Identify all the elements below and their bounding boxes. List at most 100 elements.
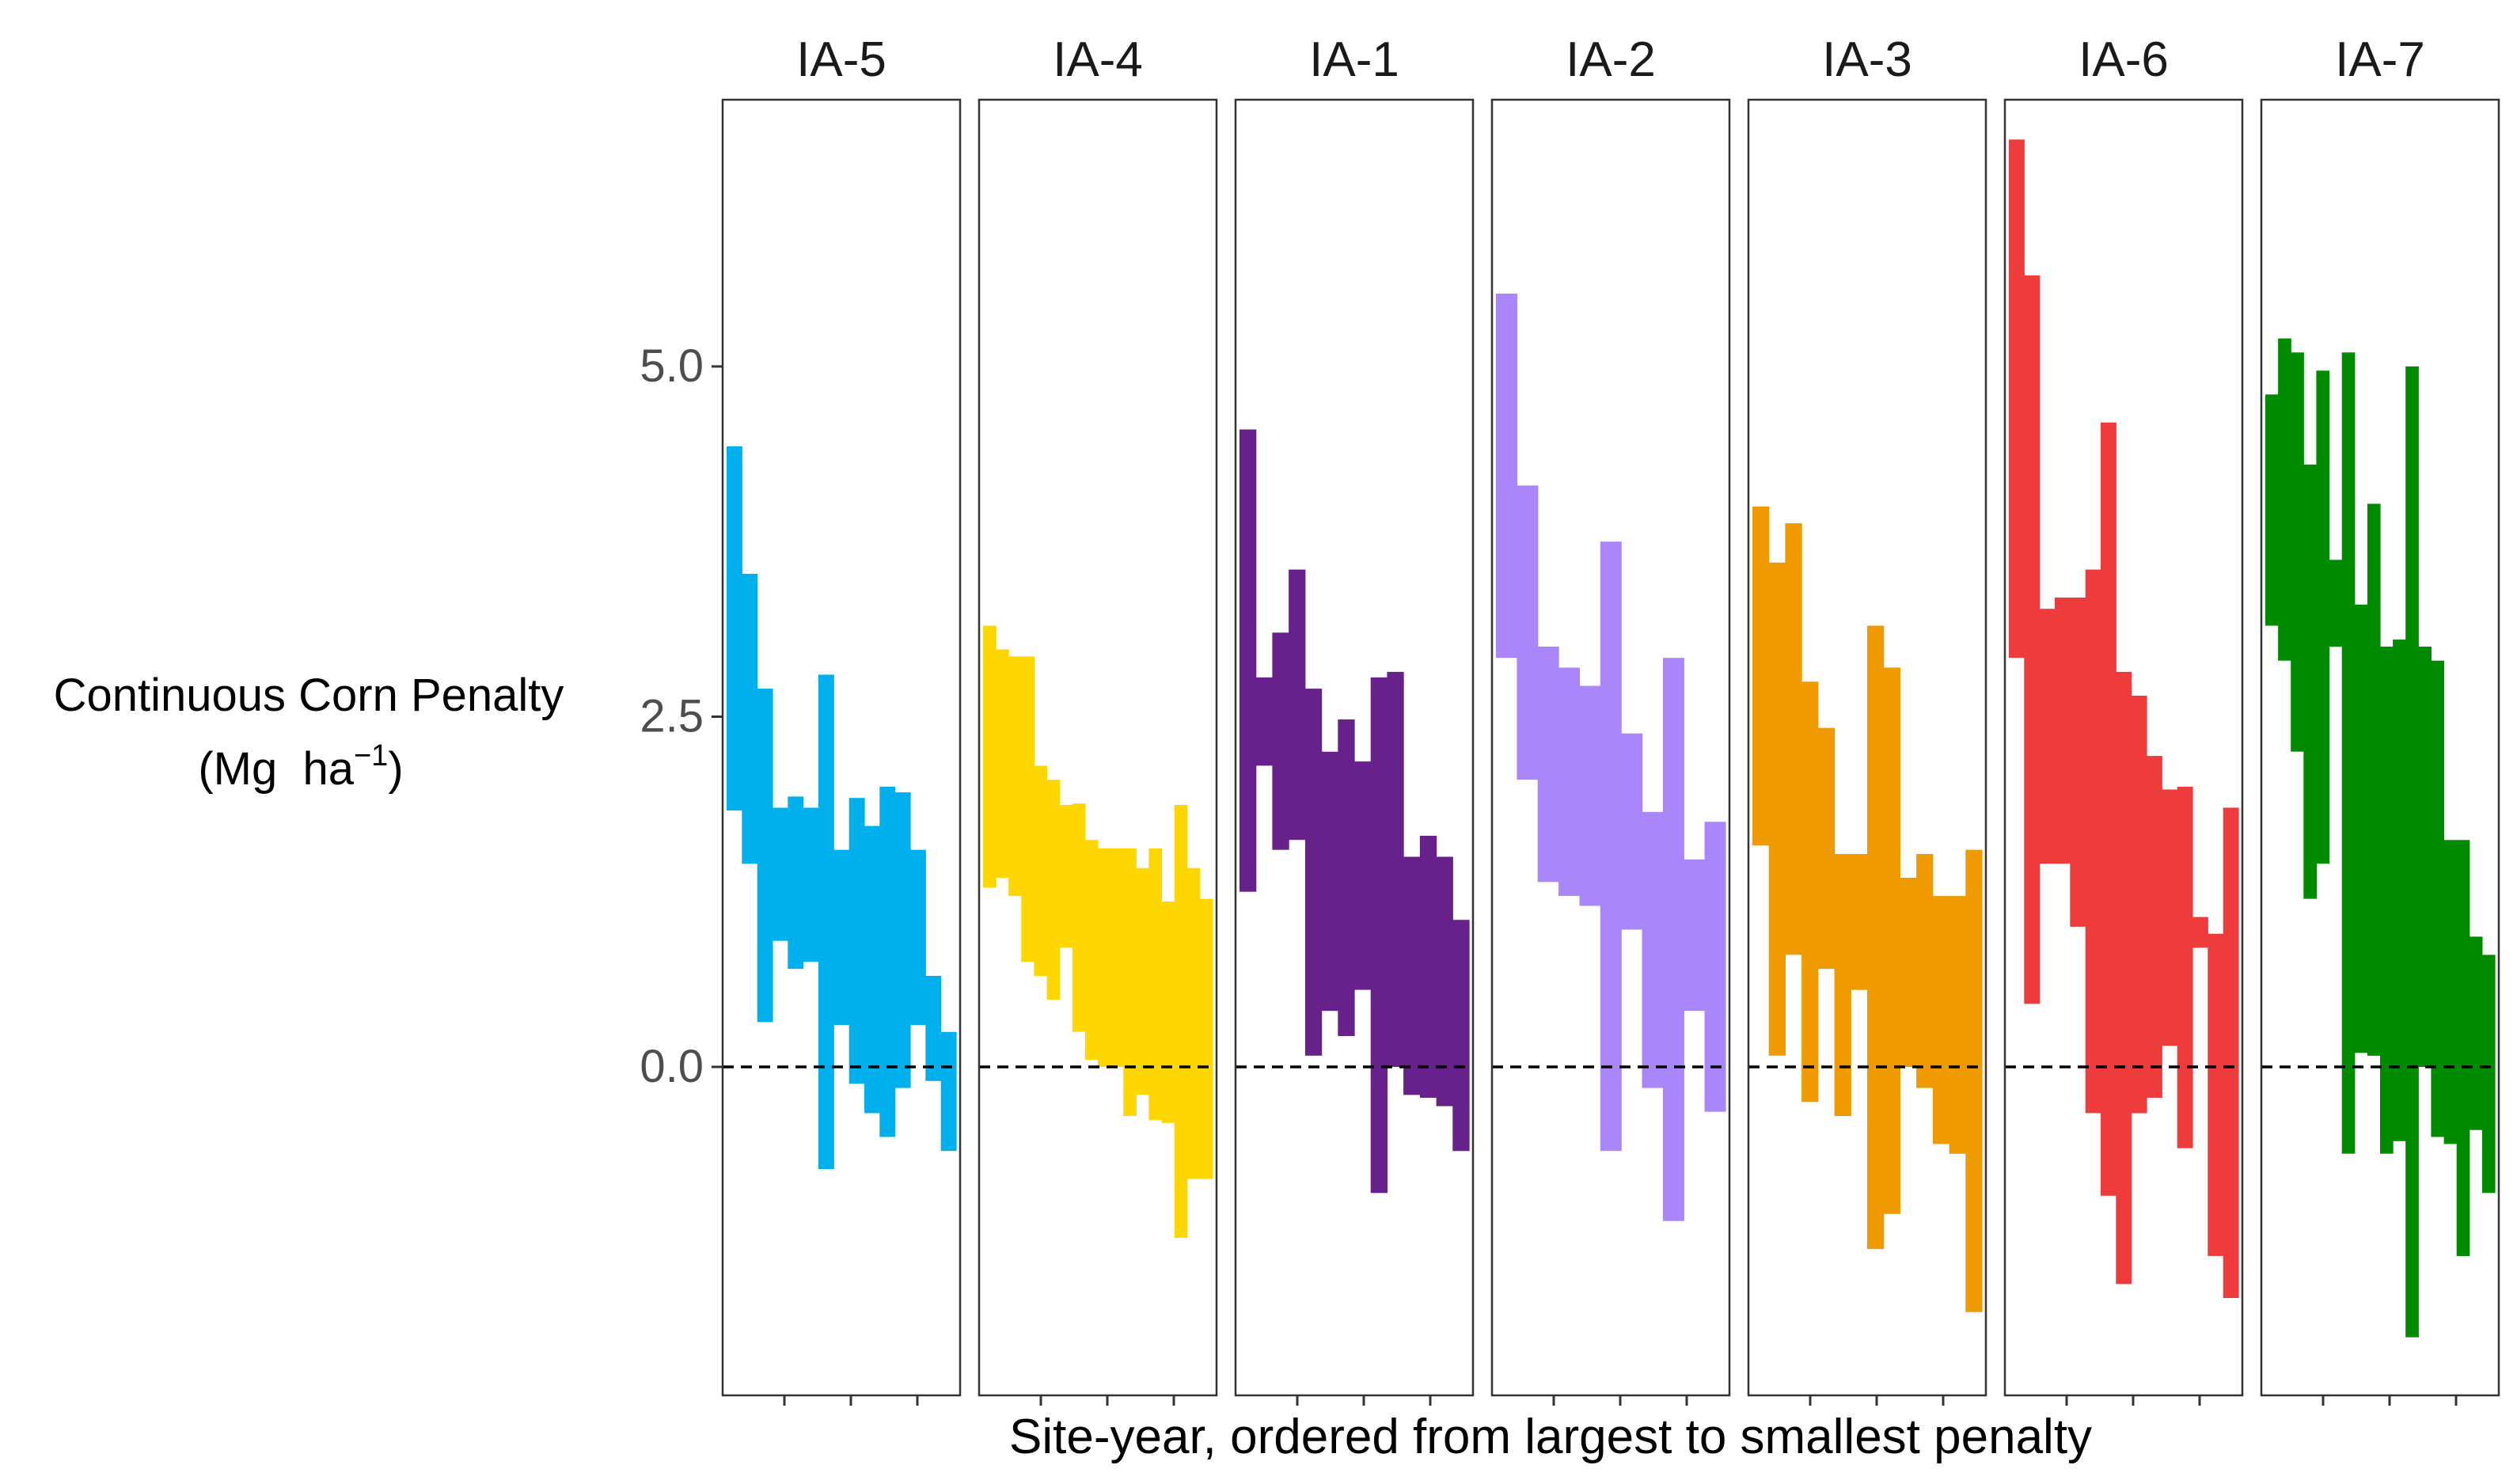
- facet-panel-ia-5: IA-5: [721, 32, 962, 1406]
- bar-ia-1-13: [1436, 856, 1453, 1106]
- panel-border: [1747, 98, 1987, 1397]
- bar-ia-7-4: [2303, 464, 2317, 899]
- bar-ia-1-4: [1289, 569, 1306, 841]
- bar-ia-1-12: [1419, 836, 1437, 1098]
- bar-ia-7-7: [2341, 352, 2356, 1154]
- bar-ia-5-3: [757, 689, 773, 1023]
- y-axis-label-unit: (Mg ha−1): [0, 739, 617, 795]
- bar-ia-4-3: [1008, 656, 1022, 897]
- panel-border: [1234, 98, 1475, 1397]
- bar-ia-4-7: [1059, 805, 1073, 948]
- bar-ia-1-1: [1240, 429, 1257, 892]
- facet-title: IA-3: [1822, 32, 1912, 87]
- bar-ia-7-5: [2316, 370, 2330, 864]
- facet-panel-ia-2: IA-2: [1490, 32, 1731, 1406]
- y-tick-label: 0.0: [640, 1041, 704, 1092]
- bar-ia-4-10: [1098, 848, 1111, 1067]
- panels-group: IA-5 IA-4 IA-1 IA-2 IA-3 IA-6 IA-7: [721, 32, 2500, 1406]
- bar-ia-2-1: [1496, 294, 1517, 659]
- bar-ia-1-11: [1403, 856, 1421, 1095]
- bar-ia-4-18: [1199, 898, 1213, 1179]
- bar-ia-6-11: [2162, 789, 2178, 1046]
- facet-title: IA-7: [2335, 32, 2425, 87]
- bar-ia-7-13: [2418, 647, 2432, 1067]
- panel-border: [721, 98, 962, 1397]
- bar-ia-6-6: [2085, 569, 2101, 1114]
- bar-ia-5-10: [864, 825, 880, 1114]
- bar-ia-1-2: [1255, 677, 1273, 766]
- bar-ia-2-2: [1517, 485, 1539, 780]
- bar-ia-3-7: [1851, 854, 1868, 990]
- facet-panel-ia-4: IA-4: [978, 32, 1218, 1406]
- y-axis-unit-main: (Mg ha: [198, 743, 354, 795]
- bar-ia-6-1: [2009, 139, 2025, 659]
- bar-ia-1-8: [1354, 761, 1372, 990]
- bar-ia-3-6: [1834, 854, 1851, 1116]
- bar-ia-5-14: [925, 976, 942, 1081]
- bar-ia-7-10: [2380, 647, 2394, 1154]
- facet-panel-ia-6: IA-6: [2003, 32, 2244, 1406]
- bar-ia-3-9: [1883, 667, 1900, 1214]
- bar-ia-4-17: [1186, 867, 1201, 1179]
- bar-ia-7-11: [2393, 640, 2406, 1141]
- bar-ia-5-13: [910, 849, 926, 1025]
- facet-title: IA-1: [1309, 32, 1399, 87]
- bar-ia-5-4: [773, 807, 788, 941]
- facet-panel-ia-7: IA-7: [2260, 32, 2500, 1406]
- bar-ia-5-8: [833, 849, 850, 1025]
- panel-border: [2260, 98, 2500, 1397]
- bar-ia-6-3: [2039, 609, 2056, 864]
- bar-ia-1-9: [1370, 677, 1388, 1194]
- bar-ia-5-9: [848, 798, 865, 1084]
- bar-ia-4-13: [1136, 867, 1149, 1095]
- bar-ia-2-6: [1600, 541, 1622, 1152]
- bar-ia-7-2: [2278, 338, 2291, 661]
- bar-ia-7-16: [2456, 840, 2470, 1256]
- facet-title: IA-2: [1566, 32, 1656, 87]
- bar-ia-6-10: [2147, 756, 2162, 1098]
- facet-panel-ia-1: IA-1: [1234, 32, 1475, 1406]
- panel-border: [2003, 98, 2244, 1397]
- bar-ia-6-13: [2192, 917, 2208, 948]
- bar-ia-3-13: [1949, 896, 1966, 1154]
- bar-ia-4-9: [1084, 840, 1099, 1061]
- bar-ia-5-6: [803, 807, 819, 962]
- bar-ia-5-2: [742, 574, 758, 864]
- y-axis-label-line1: Continuous Corn Penalty: [53, 670, 564, 721]
- panel-border: [1490, 98, 1731, 1397]
- bar-ia-4-4: [1021, 656, 1035, 962]
- y-tick-label: 5.0: [640, 340, 704, 392]
- bar-ia-1-7: [1338, 719, 1355, 1036]
- y-axis-unit-close: ): [388, 743, 404, 795]
- bar-ia-7-12: [2405, 366, 2419, 1338]
- bar-ia-6-14: [2208, 933, 2224, 1256]
- bar-ia-3-2: [1768, 562, 1786, 1056]
- bar-ia-7-17: [2469, 936, 2483, 1130]
- bar-ia-4-6: [1046, 780, 1061, 1000]
- bar-ia-3-14: [1965, 849, 1983, 1312]
- facet-title: IA-4: [1053, 32, 1143, 87]
- bar-ia-3-5: [1817, 727, 1836, 970]
- bar-ia-1-14: [1452, 920, 1470, 1152]
- bar-ia-7-8: [2354, 604, 2368, 1053]
- y-axis-unit-superscript: −1: [353, 739, 389, 772]
- bar-ia-7-18: [2481, 955, 2496, 1194]
- bar-ia-4-14: [1148, 848, 1163, 1121]
- bar-ia-3-8: [1867, 625, 1885, 1250]
- bar-ia-1-10: [1387, 671, 1404, 1067]
- bar-ia-3-12: [1932, 896, 1950, 1144]
- bar-ia-6-5: [2070, 598, 2086, 927]
- bar-ia-6-7: [2101, 422, 2116, 1196]
- bar-ia-7-9: [2367, 503, 2381, 1056]
- bar-ia-3-3: [1785, 523, 1802, 955]
- bar-ia-2-4: [1558, 667, 1581, 896]
- bar-ia-4-12: [1123, 848, 1137, 1116]
- bar-ia-3-11: [1916, 854, 1934, 1088]
- bar-ia-7-1: [2265, 394, 2279, 626]
- bar-ia-3-1: [1752, 507, 1770, 846]
- bar-ia-2-3: [1537, 647, 1559, 882]
- bar-ia-4-5: [1034, 765, 1048, 976]
- bar-ia-2-11: [1704, 822, 1726, 1112]
